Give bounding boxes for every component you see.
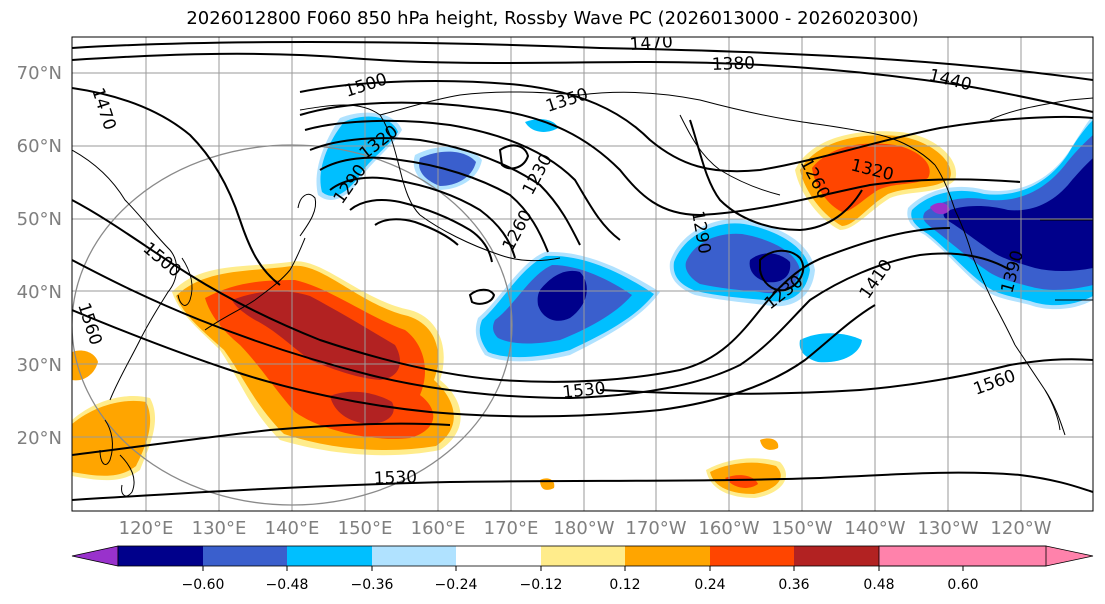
latitude-label: 20°N: [17, 428, 62, 449]
colorbar-extend-right: [878, 545, 1094, 567]
contour-label: 1470: [629, 32, 674, 55]
longitude-label: 140°E: [265, 518, 320, 539]
colorbar-segment: [456, 546, 541, 566]
latitude-label: 30°N: [17, 355, 62, 376]
colorbar-segment: [541, 546, 625, 566]
anomaly-shading: [72, 112, 1093, 498]
longitude-label: 150°W: [771, 518, 832, 539]
colorbar-segment: [203, 546, 287, 566]
longitude-label: 130°W: [917, 518, 978, 539]
longitude-label: 150°E: [338, 518, 393, 539]
colorbar-tick-label: −0.48: [266, 577, 309, 593]
colorbar-segment: [118, 546, 203, 566]
colorbar-tick-label: −0.60: [182, 577, 225, 593]
colorbar-segment: [625, 546, 710, 566]
reference-circle: [72, 144, 513, 506]
longitude-label: 160°E: [411, 518, 466, 539]
longitude-label: 130°E: [192, 518, 247, 539]
latitude-label: 50°N: [17, 209, 62, 230]
latitude-label: 60°N: [17, 136, 62, 157]
longitude-labels: 120°E 130°E 140°E 150°E 160°E 170°E 180°…: [119, 518, 1052, 539]
colorbar-tick-label: 0.12: [609, 577, 640, 593]
longitude-label: 120°W: [990, 518, 1051, 539]
colorbar: −0.60 −0.48 −0.36 −0.24 −0.12 0.12 0.24 …: [71, 545, 1094, 593]
latitude-labels: 70°N 60°N 50°N 40°N 30°N 20°N: [17, 63, 62, 449]
map-title: 2026012800 F060 850 hPa height, Rossby W…: [186, 8, 919, 29]
longitude-label: 160°W: [698, 518, 759, 539]
contour-label: 1530: [373, 467, 417, 488]
colorbar-tick-label: 0.60: [947, 577, 978, 593]
colorbar-extend-left: [71, 545, 119, 567]
colorbar-tick-label: −0.12: [520, 577, 563, 593]
colorbar-segment: [794, 546, 879, 566]
contour-label: 1380: [711, 53, 755, 74]
colorbar-segment: [710, 546, 794, 566]
colorbar-tick-label: −0.36: [351, 577, 394, 593]
colorbar-tick-label: 0.24: [694, 577, 725, 593]
coastlines: [72, 91, 1093, 497]
colorbar-tick-label: −0.24: [435, 577, 478, 593]
longitude-label: 120°E: [119, 518, 174, 539]
colorbar-tick-label: 0.48: [863, 577, 894, 593]
longitude-label: 180°W: [553, 518, 614, 539]
height-contours: [72, 41, 1093, 501]
colorbar-tick-label: 0.36: [778, 577, 809, 593]
map-frame: [71, 36, 1094, 512]
contour-label: 1530: [561, 379, 606, 403]
latitude-label: 70°N: [17, 63, 62, 84]
graticule: [72, 37, 1093, 511]
colorbar-segment: [372, 546, 456, 566]
latitude-label: 40°N: [17, 282, 62, 303]
longitude-label: 170°W: [625, 518, 686, 539]
longitude-label: 170°E: [484, 518, 539, 539]
colorbar-border: [117, 545, 1047, 567]
longitude-label: 140°W: [844, 518, 905, 539]
colorbar-segment: [287, 546, 372, 566]
